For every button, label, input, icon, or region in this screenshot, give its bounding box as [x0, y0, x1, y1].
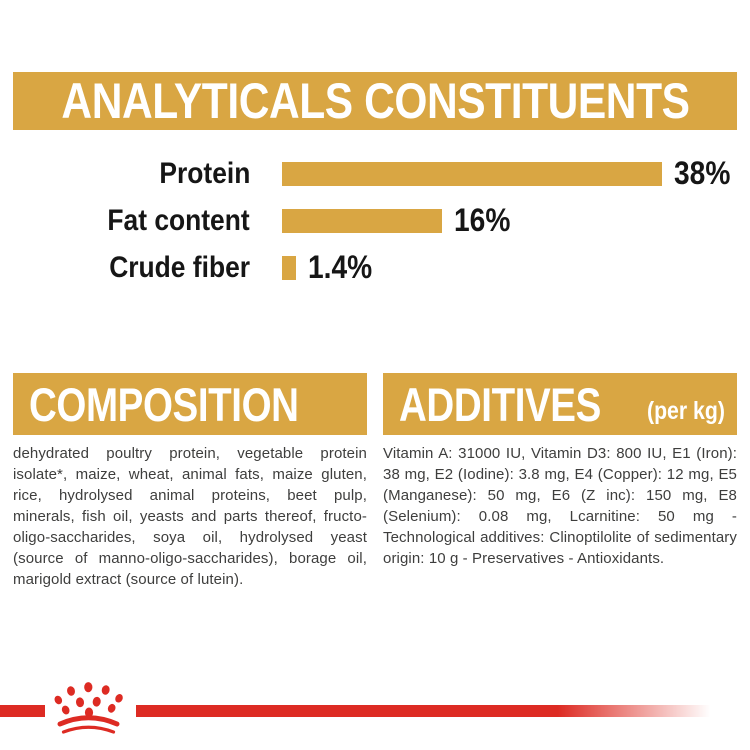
additives-subtitle: (per kg): [647, 397, 726, 425]
chart-row-protein: Protein 38%: [0, 150, 750, 197]
bar-value-protein: 38%: [674, 155, 731, 191]
additives-body-text: Vitamin A: 31000 IU, Vitamin D3: 800 IU,…: [383, 445, 737, 567]
royal-canin-crown-icon: [54, 682, 123, 734]
bar-label-protein: Protein: [159, 156, 250, 190]
composition-section: COMPOSITION dehydrated poultry protein, …: [13, 373, 367, 590]
bar-value-fat-content: 16%: [454, 202, 511, 238]
bar-fat-content: [282, 208, 442, 233]
additives-header-bar: ADDITIVES (per kg): [383, 373, 737, 435]
additives-section: ADDITIVES (per kg) Vitamin A: 31000 IU, …: [383, 373, 737, 569]
composition-title: COMPOSITION: [29, 377, 299, 431]
bar-value-crude-fiber: 1.4%: [308, 249, 373, 285]
composition-header-bar: COMPOSITION: [13, 373, 367, 435]
analytical-constituents-chart: Protein 38% Fat content 16% Crude fiber: [0, 150, 750, 291]
brand-rule-left: [0, 705, 45, 717]
bar-label-fat-content: Fat content: [107, 203, 250, 237]
analyticals-header-bar: ANALYTICALS CONSTITUENTS: [13, 72, 737, 130]
bar-protein: [282, 161, 662, 186]
additives-title: ADDITIVES: [399, 377, 601, 431]
chart-row-crude-fiber: Crude fiber 1.4%: [0, 244, 750, 291]
bar-crude-fiber: [282, 255, 296, 280]
composition-body-text: dehydrated poultry protein, vegetable pr…: [13, 445, 367, 588]
page-title: ANALYTICALS CONSTITUENTS: [60, 73, 690, 129]
bar-label-crude-fiber: Crude fiber: [109, 250, 250, 284]
chart-row-fat-content: Fat content 16%: [0, 197, 750, 244]
brand-rule-right: [136, 705, 722, 717]
